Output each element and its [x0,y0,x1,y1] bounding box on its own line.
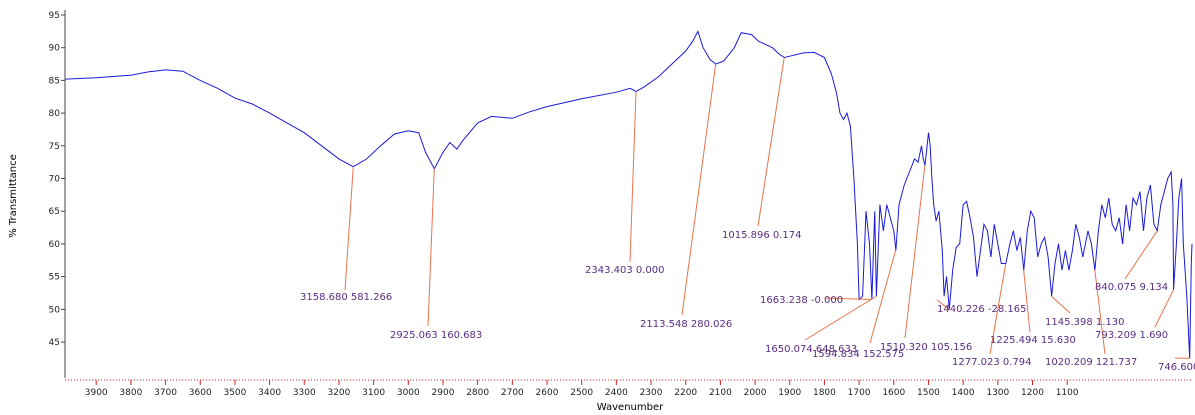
x-tick-label: 3300 [293,388,316,398]
x-tick-label: 2800 [466,388,489,398]
leader-line [681,63,717,316]
x-tick-label: 1100 [1056,388,1079,398]
x-tick-label: 2000 [744,388,767,398]
x-tick-label: 2300 [640,388,663,398]
y-tick-label: 90 [49,44,61,54]
x-tick-label: 3500 [223,388,246,398]
y-tick-label: 60 [49,240,61,250]
peak-label: 1440.226 -28.165 [937,304,1027,315]
x-tick-label: 1400 [952,388,975,398]
x-tick-label: 1600 [882,388,905,398]
y-tick-label: 80 [49,109,61,119]
peak-label: 2113.548 280.026 [640,319,732,330]
y-tick-label: 55 [49,273,60,283]
x-tick-label: 3600 [189,388,212,398]
leader-line [989,263,1007,355]
x-tick-label: 2900 [432,388,455,398]
y-tick-label: 50 [49,305,61,315]
x-axis-label: Wavenumber [597,402,664,413]
leader-line [1094,270,1106,355]
peak-label: 1663.238 -0.000 [760,295,843,306]
y-tick-label: 85 [49,76,60,86]
y-tick-label: 75 [49,142,60,152]
peak-label: 1594.834 152.575 [812,349,904,360]
peak-label: 840.075 9.134 [1095,282,1168,293]
peak-label: 1510.320 105.156 [880,342,972,353]
y-tick-label: 70 [49,175,61,185]
leader-line [1051,295,1071,314]
x-tick-label: 1300 [986,388,1009,398]
leader-line [629,91,637,263]
peak-label: 746.600 [1158,362,1195,373]
peak-label: 1277.023 0.794 [952,357,1032,368]
leader-line [1124,230,1158,280]
leader-line [824,297,872,301]
leader-line [936,299,950,310]
y-axis-label: % Transmittance [8,154,19,238]
leader-line [1154,289,1174,328]
x-tick-label: 2200 [674,388,697,398]
x-tick-label: 1700 [848,388,871,398]
x-tick-label: 2100 [709,388,732,398]
peak-label: 2343.403 0.000 [585,265,665,276]
x-tick-label: 3700 [154,388,177,398]
leader-line [427,168,435,327]
x-tick-label: 1900 [778,388,801,398]
peak-label: 1145.398 1.130 [1045,317,1125,328]
x-tick-label: 1800 [813,388,836,398]
y-tick-label: 65 [49,207,60,217]
peak-label: 1015.896 0.174 [722,230,802,241]
leader-line [344,166,354,291]
x-tick-label: 3200 [327,388,350,398]
x-tick-label: 3100 [362,388,385,398]
peak-label: 3158.680 581.266 [300,292,392,303]
x-tick-label: 2400 [605,388,628,398]
leader-line [757,57,785,227]
leader-line [869,250,897,344]
leader-line [804,295,877,341]
x-tick-label: 1200 [1021,388,1044,398]
spectrum-line [64,30,1193,359]
x-tick-label: 3900 [85,388,108,398]
x-tick-label: 2500 [570,388,593,398]
peak-label: 1650.074 648.633 [765,344,857,355]
x-tick-label: 3400 [258,388,281,398]
leader-line [904,165,926,339]
x-tick-label: 3800 [119,388,142,398]
leader-line [1023,270,1031,333]
x-tick-label: 3000 [397,388,420,398]
y-tick-label: 95 [49,11,60,21]
peak-label: 793.209 1.690 [1095,330,1168,341]
peak-label: 2925.063 160.683 [390,330,482,341]
peak-label: 1020.209 121.737 [1045,357,1137,368]
x-tick-label: 1500 [917,388,940,398]
x-tick-label: 2600 [536,388,559,398]
x-tick-label: 2700 [501,388,524,398]
y-tick-label: 45 [49,338,60,348]
peak-label: 1225.494 15.630 [990,335,1076,346]
